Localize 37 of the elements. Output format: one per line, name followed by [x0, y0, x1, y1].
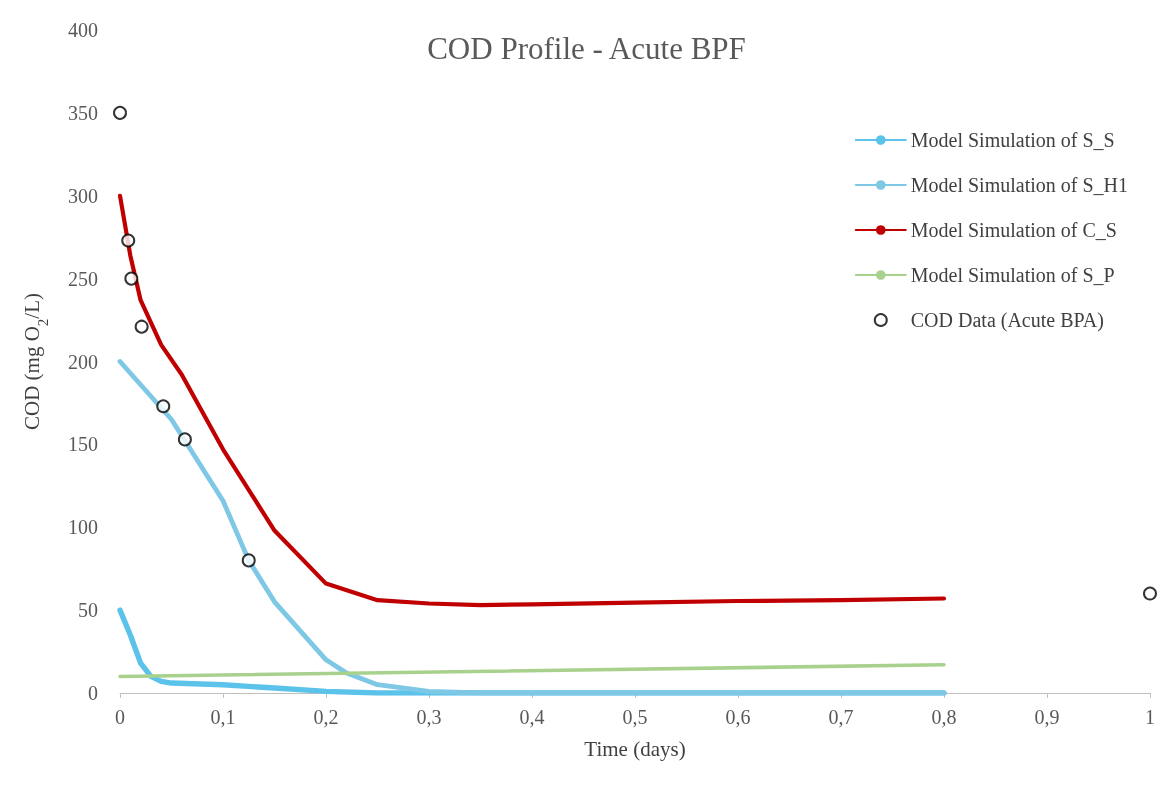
y-tick-label: 350 [68, 101, 98, 124]
x-tick-label: 0,6 [725, 706, 751, 728]
x-tick-label: 0,7 [828, 706, 854, 728]
point [156, 399, 171, 414]
y-tick-label: 100 [68, 516, 98, 539]
x-tick-label: 0,9 [1034, 706, 1060, 728]
point [134, 319, 149, 334]
x-tick-label: 0,1 [210, 706, 236, 728]
point [1143, 586, 1157, 601]
point [121, 233, 136, 248]
line-series [117, 359, 947, 696]
x-axis-title: Time (days) [584, 736, 686, 761]
y-tick-label: 150 [68, 433, 98, 456]
y-tick-label: 400 [68, 19, 98, 41]
y-axis-title: COD (mg O2/L) [19, 293, 51, 430]
point [124, 271, 139, 286]
chart-title: COD Profile - Acute BPF [427, 31, 746, 66]
y-tick-label: 50 [78, 599, 98, 622]
legend-label: Model Simulation of S_H1 [910, 174, 1129, 196]
point [241, 553, 256, 568]
x-tick-label: 1 [1145, 706, 1155, 728]
point [177, 432, 192, 447]
x-tick-label: 0 [115, 706, 125, 728]
x-tick-label: 0,5 [622, 706, 648, 728]
legend-label: Model Simulation of S_P [910, 264, 1115, 286]
x-tick-label: 0,2 [313, 706, 339, 728]
x-tick-label: 0,3 [416, 706, 442, 728]
legend-label: Model Simulation of C_S [910, 219, 1117, 241]
y-tick-label: 300 [68, 184, 98, 207]
x-tick-label: 0,8 [931, 706, 957, 728]
x-tick-label: 0,4 [519, 706, 545, 728]
legend-label: COD Data (Acute BPA) [910, 309, 1104, 332]
legend-label: Model Simulation of S_S [910, 129, 1115, 151]
y-tick-label: 250 [68, 267, 98, 290]
y-tick-label: 0 [88, 682, 98, 704]
y-tick-label: 200 [68, 350, 98, 373]
point [113, 105, 127, 120]
